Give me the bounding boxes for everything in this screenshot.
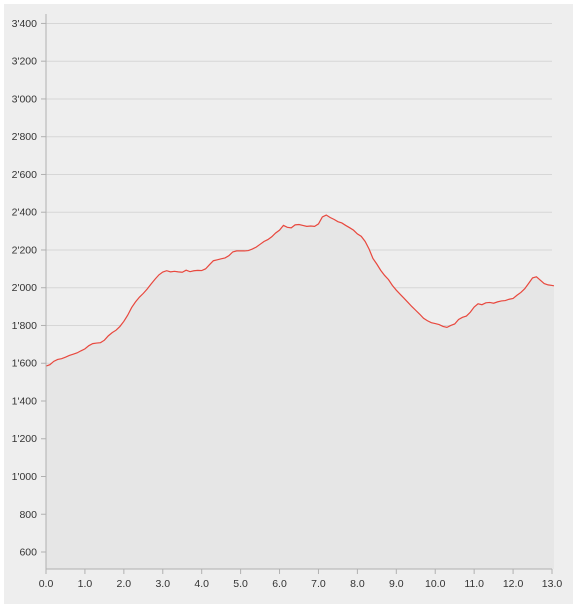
x-tick-label: 9.0 bbox=[389, 578, 404, 590]
elevation-area bbox=[46, 215, 554, 570]
axes bbox=[41, 14, 553, 574]
y-tick-label: 600 bbox=[19, 547, 37, 559]
x-tick-label: 1.0 bbox=[78, 578, 93, 590]
y-tick-label: 2'800 bbox=[12, 131, 38, 143]
x-tick-label: 10.0 bbox=[425, 578, 446, 590]
y-tick-label: 1'200 bbox=[12, 433, 38, 445]
y-tick-label: 1'600 bbox=[12, 358, 38, 370]
y-axis-tick-labels: 600 800 1'000 1'200 1'400 1'600 1'800 2'000 2'20… bbox=[12, 18, 38, 559]
y-tick-label: 3'000 bbox=[12, 93, 38, 105]
y-tick-label: 1'400 bbox=[12, 395, 38, 407]
x-tick-label: 8.0 bbox=[350, 578, 365, 590]
x-tick-label: 3.0 bbox=[155, 578, 170, 590]
x-tick-label: 6.0 bbox=[272, 578, 287, 590]
y-tick-label: 2'000 bbox=[12, 282, 38, 294]
y-tick-label: 2'600 bbox=[12, 169, 38, 181]
elevation-line bbox=[45, 214, 555, 367]
x-axis-tick-labels: 0.0 1.0 2.0 3.0 4.0 5.0 6.0 7.0 8.0 9.0 10.0 11.0 12… bbox=[39, 578, 563, 590]
y-tick-label: 3'200 bbox=[12, 56, 38, 68]
x-tick-label: 7.0 bbox=[311, 578, 326, 590]
x-tick-label: 11.0 bbox=[464, 578, 484, 590]
x-tick-label: 12.0 bbox=[503, 578, 524, 590]
y-tick-label: 1'800 bbox=[12, 320, 38, 332]
x-tick-label: 4.0 bbox=[194, 578, 209, 590]
y-tick-label: 2'400 bbox=[12, 207, 38, 219]
y-tick-label: 2'200 bbox=[12, 244, 38, 256]
y-tick-label: 800 bbox=[19, 509, 37, 521]
x-tick-label: 13.0 bbox=[542, 578, 563, 590]
x-tick-label: 0.0 bbox=[39, 578, 54, 590]
x-tick-label: 2.0 bbox=[117, 578, 132, 590]
y-tick-label: 3'400 bbox=[12, 18, 38, 30]
y-tick-label: 1'000 bbox=[12, 471, 38, 483]
x-tick-label: 5.0 bbox=[233, 578, 248, 590]
